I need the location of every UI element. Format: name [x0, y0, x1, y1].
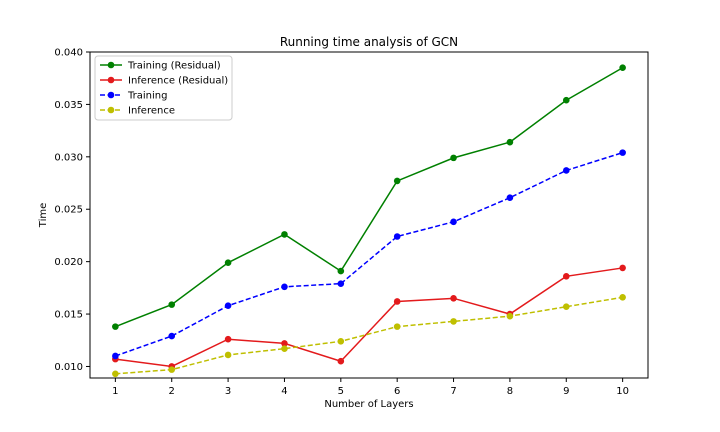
data-point	[281, 345, 288, 352]
data-point	[393, 233, 401, 240]
data-point	[562, 167, 570, 174]
data-point	[393, 323, 401, 330]
data-point	[506, 138, 514, 146]
x-tick-label: 2	[169, 386, 175, 397]
data-point	[393, 298, 401, 305]
legend-entry-1: Inference (Residual)	[128, 76, 228, 87]
y-tick-label: 0.020	[54, 257, 83, 268]
data-point	[281, 340, 288, 347]
chart-title: Running time analysis of GCN	[280, 35, 458, 49]
data-point	[619, 264, 626, 272]
data-point	[562, 303, 570, 311]
data-point	[506, 312, 514, 320]
x-tick-label: 7	[450, 386, 456, 397]
data-point	[168, 301, 176, 308]
y-tick-label: 0.030	[54, 152, 83, 163]
legend-marker-1	[107, 76, 115, 84]
legend-entry-2: Training	[127, 91, 167, 102]
x-tick-label: 1	[112, 386, 118, 397]
data-point	[450, 154, 457, 162]
plot-area	[89, 51, 649, 379]
data-point	[224, 302, 232, 309]
data-point	[168, 332, 176, 340]
y-tick-label: 0.010	[54, 362, 83, 373]
data-point	[450, 218, 457, 226]
x-tick-label: 9	[563, 386, 569, 397]
x-axis-title: Number of Layers	[324, 399, 413, 410]
data-point	[112, 323, 119, 330]
series-line-1	[115, 267, 623, 368]
data-point	[337, 280, 345, 287]
legend: Training (Residual) Inference (Residual) T…	[94, 55, 233, 121]
data-point	[619, 293, 626, 301]
data-point	[224, 259, 232, 266]
data-point	[112, 352, 119, 360]
data-point	[393, 177, 401, 185]
data-point	[281, 283, 288, 291]
legend-entry-0: Training (Residual)	[127, 61, 221, 72]
data-point	[224, 351, 232, 359]
data-point	[450, 295, 457, 302]
data-point	[562, 273, 570, 280]
y-tick-label: 0.040	[54, 48, 83, 59]
legend-entry-3: Inference	[128, 106, 175, 117]
x-tick-label: 10	[616, 386, 629, 397]
data-point	[337, 267, 345, 275]
data-point	[562, 96, 570, 104]
data-point	[619, 149, 626, 156]
data-point	[450, 318, 457, 325]
series-line-0	[115, 67, 624, 328]
legend-marker-0	[107, 61, 115, 69]
series-line-3	[115, 296, 623, 375]
data-point	[337, 338, 345, 345]
data-point	[337, 357, 345, 365]
y-tick-label: 0.035	[54, 100, 83, 111]
data-point	[168, 366, 176, 373]
legend-box	[94, 55, 233, 121]
x-tick-label: 5	[338, 386, 344, 397]
y-axis: 0.010 0.015 0.020 0.025 0.030 0.035 0.040	[54, 48, 90, 373]
data-point	[619, 64, 626, 72]
data-point	[224, 335, 232, 343]
y-tick-label: 0.015	[54, 310, 83, 321]
series-line-2	[115, 151, 623, 357]
data-point	[281, 231, 288, 238]
x-tick-label: 6	[394, 386, 400, 397]
series-layer	[112, 64, 626, 378]
x-tick-label: 8	[507, 386, 513, 397]
x-tick-label: 3	[225, 386, 231, 397]
y-axis-title: Time	[38, 203, 49, 228]
data-point	[112, 370, 119, 378]
legend-marker-3	[107, 106, 115, 114]
x-axis: 1 2 3 4 5 6 7 8 9 10	[112, 378, 629, 397]
data-point	[506, 194, 514, 202]
y-tick-label: 0.025	[54, 205, 83, 216]
x-tick-label: 4	[281, 386, 287, 397]
legend-marker-2	[107, 91, 115, 99]
